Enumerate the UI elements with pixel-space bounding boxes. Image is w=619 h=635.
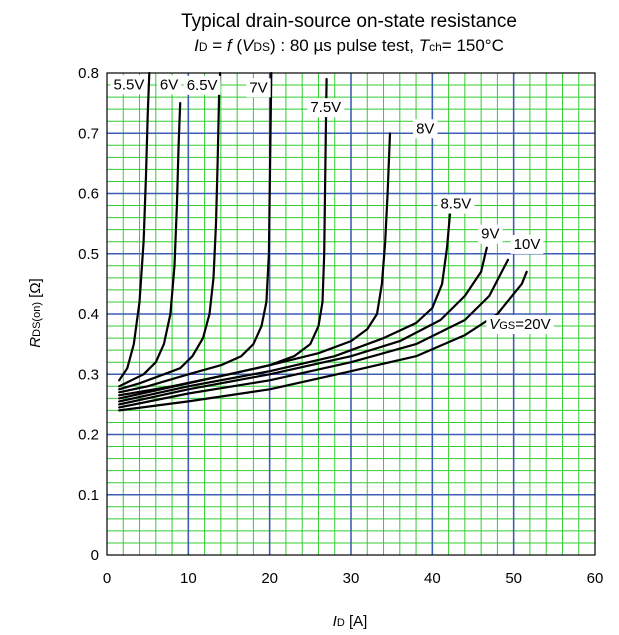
subtitle-id-symbol: I <box>194 36 199 55</box>
y-axis-label-symbol: R <box>27 337 44 348</box>
curve-label-9v: 9V <box>478 224 503 244</box>
y-axis-label-subscript: DS(on) <box>31 302 43 337</box>
curve-label-10v: 10V <box>510 234 544 254</box>
curve-label-vgs-20v: VGS=20V <box>486 315 554 335</box>
x-axis-label: ID [A] <box>333 613 368 630</box>
curve-7v <box>118 71 273 394</box>
curve-label-text: 6V <box>160 76 178 93</box>
x-axis-label-symbol: I <box>333 613 337 630</box>
curve-8v <box>118 132 392 400</box>
y-tick-label: 0 <box>91 547 99 564</box>
curve-label-text: 5.5V <box>114 76 145 93</box>
curve-label-5.5v: 5.5V <box>110 75 148 95</box>
curve-label-8v: 8V <box>413 119 438 139</box>
curve-label-7.5v: 7.5V <box>307 98 345 118</box>
subtitle-v-subscript: DS <box>253 40 270 54</box>
curve-6v <box>118 102 182 388</box>
x-tick-label: 40 <box>424 570 441 587</box>
vgs-subscript: GS <box>499 320 515 332</box>
y-tick-label: 0.2 <box>78 427 99 444</box>
curve-label-6.5v: 6.5V <box>183 75 221 95</box>
y-axis-label-unit: [Ω] <box>27 278 44 302</box>
curve-label-6v: 6V <box>156 75 182 95</box>
x-tick-label: 10 <box>180 570 197 587</box>
curve-label-background <box>246 78 271 98</box>
y-tick-label: 0.7 <box>78 125 99 142</box>
curve-label-background <box>307 98 345 118</box>
x-tick-label: 30 <box>343 570 360 587</box>
x-tick-label: 20 <box>261 570 278 587</box>
curve-label-background <box>110 75 148 95</box>
x-axis-ticks: 0 10 20 30 40 50 60 <box>103 570 604 587</box>
x-tick-label: 50 <box>505 570 522 587</box>
curve-label-text: VGS=20V <box>489 316 550 333</box>
curve-label-text: 6.5V <box>187 77 218 94</box>
x-axis-label-subscript: D <box>337 617 345 629</box>
curve-label-text: 7.5V <box>310 99 341 116</box>
x-tick-label: 60 <box>587 570 604 587</box>
curve-label-text: 9V <box>481 226 499 243</box>
subtitle-f: f <box>227 36 234 55</box>
curve-label-text: 8.5V <box>440 196 471 213</box>
y-axis-ticks: 0 0.1 0.2 0.3 0.4 0.5 0.6 0.7 0.8 <box>78 65 99 564</box>
curves <box>118 71 528 412</box>
y-tick-label: 0.5 <box>78 246 99 263</box>
subtitle-t-symbol: T <box>419 36 431 55</box>
vgs-symbol: V <box>489 316 501 333</box>
y-tick-label: 0.1 <box>78 487 99 504</box>
curve-label-text: 8V <box>416 120 434 137</box>
subtitle-t-subscript: ch <box>429 40 442 54</box>
y-tick-label: 0.8 <box>78 65 99 82</box>
curve-label-background <box>437 194 475 214</box>
curve-label-background <box>510 234 544 254</box>
curve-label-background <box>183 75 221 95</box>
curve-10v <box>118 258 510 409</box>
curve-5.5v <box>118 71 151 382</box>
subtitle-paren-open: ( <box>232 36 243 55</box>
chart-subtitle: ID = f (VDS) : 80 µs pulse test, Tch= 15… <box>194 36 504 55</box>
curve-6.5v <box>118 71 222 391</box>
curve-labels: 5.5V 6V 6.5V 7V 7.5V 8V 8.5V 9V 10V VGS=20V <box>110 75 554 335</box>
subtitle-equals: = <box>208 36 227 55</box>
curve-label-background <box>478 224 503 244</box>
y-tick-label: 0.4 <box>78 306 99 323</box>
curve-9v <box>118 246 488 406</box>
curve-8.5v <box>118 210 452 403</box>
x-axis-label-unit: [A] <box>345 613 368 630</box>
vgs-value: =20V <box>515 316 550 333</box>
curve-label-background <box>156 75 182 95</box>
subtitle-temperature: = 150°C <box>442 36 504 55</box>
curve-label-7v: 7V <box>246 78 271 98</box>
y-axis-label: RDS(on) [Ω] <box>27 278 44 347</box>
x-tick-label: 0 <box>103 570 111 587</box>
subtitle-v-symbol: V <box>242 36 255 55</box>
curve-label-background <box>486 315 554 335</box>
curve-vgs-20v <box>118 270 528 412</box>
curve-label-background <box>413 119 438 139</box>
chart-title: Typical drain-source on-state resistance <box>181 11 517 32</box>
plot-border <box>106 72 596 556</box>
curve-label-text: 7V <box>249 79 267 96</box>
curve-label-text: 10V <box>514 236 541 253</box>
curve-7.5v <box>118 77 328 397</box>
curve-label-8.5v: 8.5V <box>437 194 475 214</box>
subtitle-pulse-text: ) : 80 µs pulse test, <box>270 36 419 55</box>
subtitle-id-subscript: D <box>199 40 208 54</box>
y-tick-label: 0.3 <box>78 366 99 383</box>
y-tick-label: 0.6 <box>78 186 99 203</box>
